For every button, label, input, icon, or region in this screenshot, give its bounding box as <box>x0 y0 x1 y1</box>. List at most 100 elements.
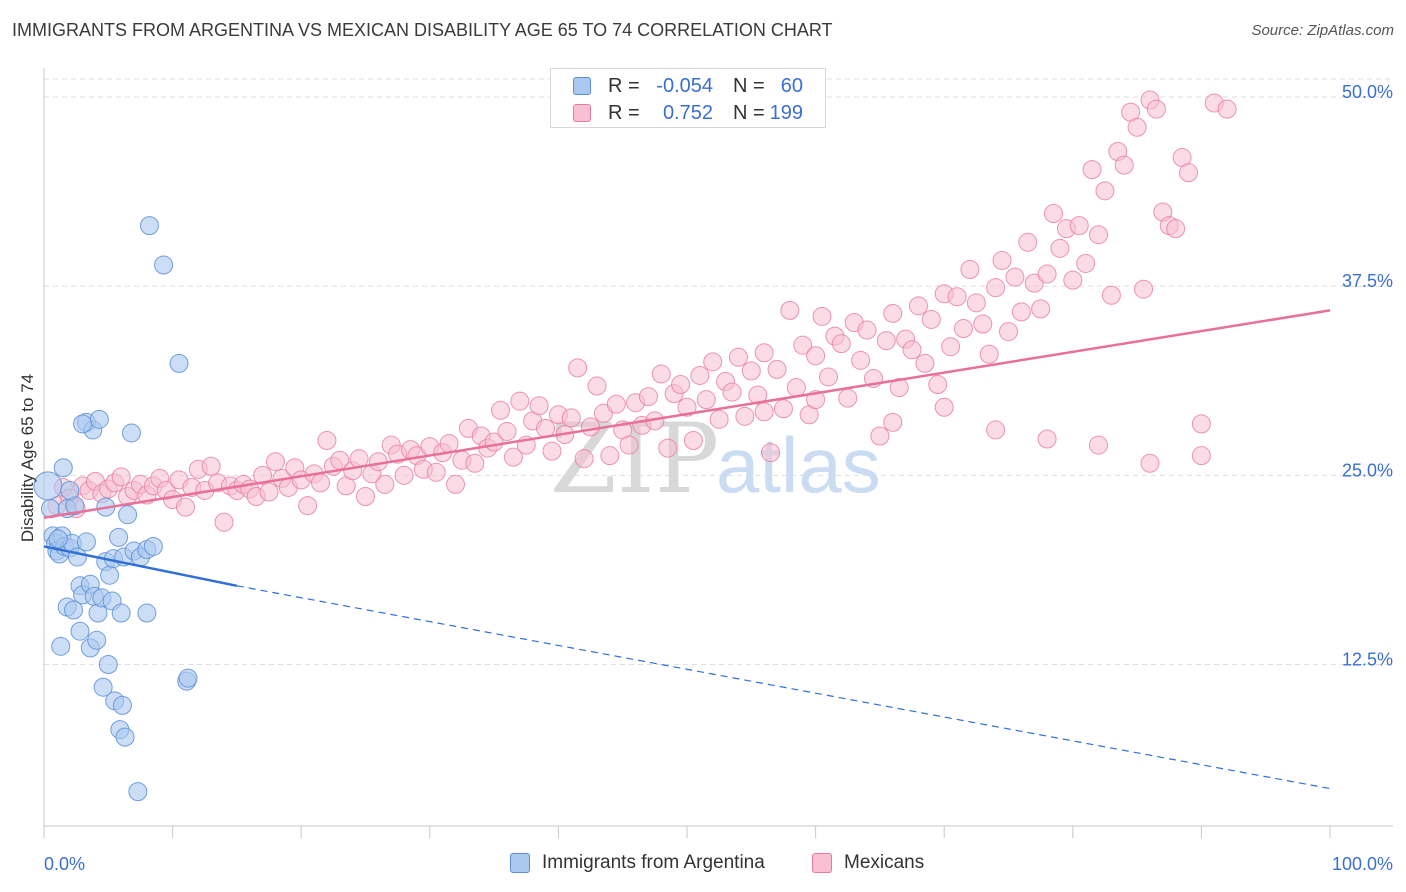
point-mexicans <box>696 390 716 410</box>
point-argentina <box>118 505 138 525</box>
point-mexicans <box>915 353 935 373</box>
series-argentina <box>33 216 198 802</box>
point-mexicans <box>446 474 466 494</box>
point-mexicans <box>1127 117 1147 137</box>
point-mexicans <box>606 394 626 414</box>
point-mexicans <box>1217 99 1237 119</box>
point-mexicans <box>908 296 928 316</box>
point-mexicans <box>201 456 221 476</box>
point-mexicans <box>491 400 511 420</box>
point-mexicans <box>175 497 195 517</box>
point-mexicans <box>317 431 337 451</box>
point-mexicans <box>838 388 858 408</box>
point-mexicans <box>1069 216 1089 236</box>
point-argentina <box>33 471 63 501</box>
point-argentina <box>87 630 107 650</box>
point-mexicans <box>1089 435 1109 455</box>
point-argentina <box>169 353 189 373</box>
stats-swatch-mexicans <box>573 104 591 122</box>
point-mexicans <box>793 335 813 355</box>
point-mexicans <box>735 406 755 426</box>
r-value: -0.054 <box>656 75 713 97</box>
point-mexicans <box>561 408 581 428</box>
legend-swatch-argentina <box>510 853 530 873</box>
point-mexicans <box>889 378 909 398</box>
point-mexicans <box>542 441 562 461</box>
point-mexicans <box>581 417 601 437</box>
n-value: 60 <box>780 75 803 97</box>
point-mexicans <box>510 391 530 411</box>
point-mexicans <box>761 443 781 463</box>
stats-row-argentina: R = -0.054 N = 60 <box>551 73 825 99</box>
point-mexicans <box>1044 204 1064 224</box>
point-mexicans <box>600 446 620 466</box>
point-argentina <box>137 603 157 623</box>
point-argentina <box>93 677 113 697</box>
trend-line-argentina <box>43 545 238 588</box>
r-label: R = <box>608 75 640 97</box>
point-mexicans <box>979 344 999 364</box>
point-mexicans <box>1146 99 1166 119</box>
point-mexicans <box>773 399 793 419</box>
point-argentina <box>143 536 163 556</box>
point-mexicans <box>394 465 414 485</box>
trend-line-argentina-extended <box>236 585 1331 790</box>
legend-label-argentina: Immigrants from Argentina <box>542 852 765 873</box>
point-argentina <box>53 458 73 478</box>
point-mexicans <box>767 359 787 379</box>
point-argentina <box>60 480 80 500</box>
point-mexicans <box>690 365 710 385</box>
point-mexicans <box>1114 155 1134 175</box>
point-mexicans <box>953 319 973 339</box>
point-argentina <box>70 621 90 641</box>
point-mexicans <box>1191 446 1211 466</box>
point-mexicans <box>1018 232 1038 252</box>
point-mexicans <box>497 421 517 441</box>
point-mexicans <box>671 375 691 395</box>
point-mexicans <box>741 361 761 381</box>
point-mexicans <box>593 403 613 423</box>
point-mexicans <box>683 431 703 451</box>
point-argentina <box>128 782 148 802</box>
point-mexicans <box>934 397 954 417</box>
point-mexicans <box>780 300 800 320</box>
point-mexicans <box>992 250 1012 270</box>
x-tick-label: 100.0% <box>1332 854 1393 874</box>
point-mexicans <box>1166 219 1186 239</box>
point-mexicans <box>851 350 871 370</box>
point-mexicans <box>1005 267 1025 287</box>
point-argentina <box>89 409 109 429</box>
point-mexicans <box>619 435 639 455</box>
point-mexicans <box>999 322 1018 342</box>
point-argentina <box>51 636 71 656</box>
point-mexicans <box>265 452 285 472</box>
series-legend: Immigrants from Argentina Mexicans <box>0 852 1406 878</box>
point-mexicans <box>902 340 922 360</box>
point-argentina <box>109 527 129 547</box>
point-mexicans <box>1101 285 1121 305</box>
point-mexicans <box>728 347 748 367</box>
legend-swatch-mexicans <box>812 853 832 873</box>
point-mexicans <box>111 467 131 487</box>
point-mexicans <box>638 387 658 407</box>
r-label: R = <box>608 102 640 124</box>
y-tick-label: 25.0% <box>1342 460 1393 480</box>
stats-row-mexicans: R = 0.752 N = 199 <box>551 100 825 126</box>
y-tick-label: 12.5% <box>1342 650 1393 670</box>
point-mexicans <box>754 402 774 422</box>
n-label: N = <box>733 102 765 124</box>
point-mexicans <box>857 320 877 340</box>
point-argentina <box>76 532 96 552</box>
point-mexicans <box>1037 429 1057 449</box>
point-mexicans <box>1024 273 1044 293</box>
point-mexicans <box>986 420 1006 440</box>
legend-label-mexicans: Mexicans <box>844 852 925 873</box>
point-mexicans <box>259 482 279 502</box>
point-mexicans <box>876 331 896 351</box>
point-mexicans <box>310 473 330 493</box>
point-mexicans <box>921 309 941 329</box>
y-tick-label: 37.5% <box>1342 271 1393 291</box>
point-mexicans <box>658 438 678 458</box>
chart-title: IMMIGRANTS FROM ARGENTINA VS MEXICAN DIS… <box>12 20 833 40</box>
stats-swatch-argentina <box>573 77 591 95</box>
